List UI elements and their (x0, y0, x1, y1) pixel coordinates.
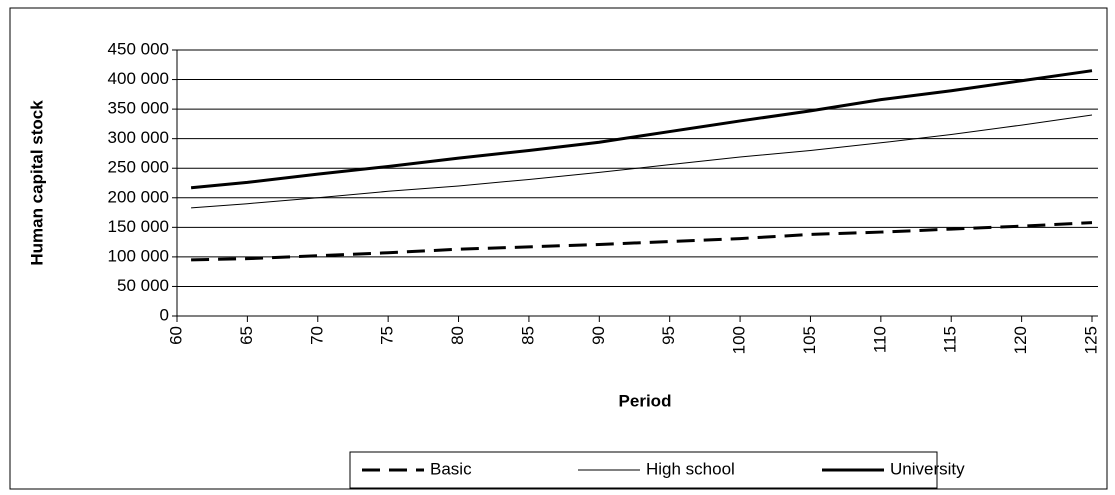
x-tick-label: 115 (941, 326, 960, 353)
x-tick-label: 65 (237, 326, 256, 345)
y-tick-label: 50 000 (117, 276, 169, 295)
x-tick-label: 100 (730, 326, 749, 354)
x-tick-label: 90 (589, 326, 608, 345)
x-tick-label: 60 (166, 326, 185, 345)
series-line (191, 114, 1093, 209)
y-tick-label: 0 (160, 305, 169, 324)
legend-label: High school (646, 459, 735, 478)
series-line (191, 221, 1093, 262)
legend-label: University (890, 459, 965, 478)
x-tick-label: 80 (448, 326, 467, 345)
y-tick-label: 150 000 (108, 217, 169, 236)
y-tick-label: 100 000 (108, 246, 169, 265)
series-line (190, 69, 1093, 190)
x-tick-label: 110 (870, 326, 889, 353)
y-axis-title: Human capital stock (27, 100, 46, 266)
x-tick-label: 95 (659, 326, 678, 345)
legend-label: Basic (430, 459, 472, 478)
x-tick-label: 120 (1011, 326, 1030, 354)
x-tick-label: 85 (518, 326, 537, 345)
y-tick-label: 300 000 (108, 128, 169, 147)
y-tick-label: 400 000 (108, 69, 169, 88)
y-tick-label: 450 000 (108, 39, 169, 58)
x-tick-label: 75 (378, 326, 397, 345)
x-tick-label: 125 (1081, 326, 1100, 354)
y-tick-label: 350 000 (108, 99, 169, 118)
x-tick-label: 70 (307, 326, 326, 345)
x-tick-label: 105 (800, 326, 819, 354)
x-axis-title: Period (619, 391, 672, 410)
y-tick-label: 200 000 (108, 187, 169, 206)
y-tick-label: 250 000 (108, 158, 169, 177)
plot-area (177, 50, 1098, 316)
